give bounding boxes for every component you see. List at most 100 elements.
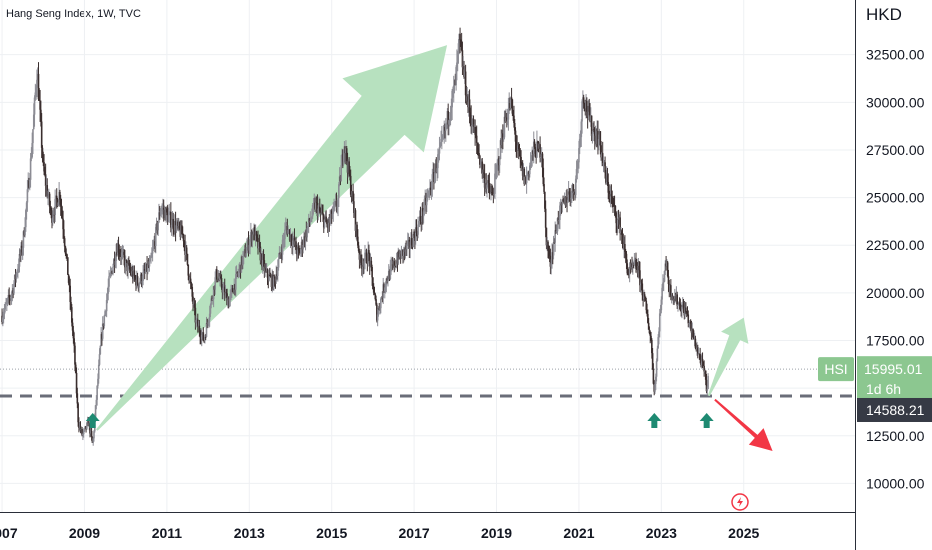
y-tick-label: 32500.00 bbox=[866, 47, 925, 63]
candle-body bbox=[181, 225, 183, 235]
candle-body bbox=[426, 194, 429, 198]
candle-body bbox=[10, 293, 13, 297]
candle-body bbox=[223, 286, 226, 296]
trend-arrow-down bbox=[714, 398, 773, 452]
y-tick-label: 30000.00 bbox=[866, 94, 925, 110]
candle-body bbox=[55, 195, 58, 200]
candle-body bbox=[259, 246, 262, 261]
candle-body bbox=[363, 261, 365, 267]
x-tick-label: 2015 bbox=[316, 525, 347, 541]
candle-body bbox=[549, 255, 552, 267]
candle-body bbox=[139, 281, 141, 284]
candle-body bbox=[611, 196, 614, 203]
candle-body bbox=[364, 252, 366, 262]
candle-body bbox=[502, 137, 505, 140]
candle-body bbox=[460, 45, 463, 51]
candle-body bbox=[580, 121, 583, 138]
candle-body bbox=[578, 148, 580, 163]
candle-body bbox=[306, 228, 308, 238]
candle-body bbox=[643, 294, 646, 297]
candle-body bbox=[246, 247, 248, 254]
candle-body bbox=[414, 227, 417, 241]
candle-body bbox=[254, 231, 257, 241]
up-markers bbox=[85, 412, 749, 511]
candle-body bbox=[510, 97, 513, 100]
candle-body bbox=[342, 154, 345, 162]
candle-body bbox=[408, 239, 411, 249]
candle-body bbox=[29, 158, 32, 180]
candle-body bbox=[526, 174, 529, 176]
candle-body bbox=[81, 429, 83, 436]
candle-body bbox=[152, 244, 155, 249]
candle-body bbox=[406, 244, 408, 250]
candle-body bbox=[59, 192, 61, 200]
candle-body bbox=[76, 393, 79, 404]
candle-body bbox=[532, 141, 535, 154]
candle-body bbox=[615, 212, 617, 224]
candle-body bbox=[30, 157, 33, 159]
candle-body bbox=[59, 199, 62, 206]
candle-body bbox=[692, 328, 694, 338]
candle-body bbox=[513, 115, 515, 124]
candle-body bbox=[488, 183, 491, 190]
candle-body bbox=[74, 345, 76, 365]
last-price-badge bbox=[857, 356, 932, 401]
candle-body bbox=[3, 309, 6, 315]
candle-body bbox=[67, 274, 70, 283]
candle-body bbox=[410, 238, 413, 246]
candle-body bbox=[655, 361, 658, 377]
candle-body bbox=[521, 162, 523, 164]
candle-body bbox=[389, 266, 392, 279]
candle-body bbox=[42, 157, 45, 163]
candle-body bbox=[368, 250, 370, 254]
candle-body bbox=[115, 252, 117, 261]
candle-body bbox=[168, 213, 171, 216]
candle-body bbox=[28, 179, 31, 188]
candle-body bbox=[628, 266, 631, 275]
candle-body bbox=[183, 241, 186, 244]
candle-body bbox=[365, 252, 368, 263]
candle-body bbox=[61, 210, 64, 219]
candle-body bbox=[441, 135, 444, 137]
annotation-arrows bbox=[96, 45, 773, 452]
candle-body bbox=[149, 258, 152, 262]
candle-body bbox=[395, 266, 397, 268]
candle-body bbox=[15, 273, 18, 280]
lightning-icon bbox=[737, 497, 743, 507]
candle-body bbox=[555, 231, 558, 233]
candle-body bbox=[383, 287, 386, 292]
candle-body bbox=[676, 294, 678, 306]
candle-body bbox=[109, 274, 111, 277]
candle-body bbox=[698, 353, 701, 355]
candle-body bbox=[433, 173, 436, 183]
candle-body bbox=[175, 225, 178, 232]
candle-body bbox=[143, 269, 146, 272]
candle-body bbox=[284, 229, 286, 240]
candle-body bbox=[417, 224, 419, 235]
candle-body bbox=[74, 364, 77, 373]
candle-body bbox=[35, 87, 37, 93]
candle-body bbox=[449, 113, 452, 119]
candle-body bbox=[192, 296, 194, 304]
candle-body bbox=[77, 403, 79, 423]
x-tick-label: 2025 bbox=[728, 525, 759, 541]
candle-body bbox=[357, 236, 359, 246]
candle-body bbox=[75, 372, 78, 394]
trend-arrow-up-small bbox=[707, 317, 749, 397]
candle-body bbox=[278, 252, 281, 260]
candle-body bbox=[228, 299, 231, 307]
candle-body bbox=[705, 379, 708, 392]
candle-body bbox=[469, 112, 472, 117]
candle-body bbox=[520, 156, 522, 163]
candle-body bbox=[322, 212, 324, 216]
candle-body bbox=[202, 332, 205, 341]
candle-body bbox=[235, 273, 237, 290]
candle-body bbox=[302, 244, 304, 250]
candle-body bbox=[151, 253, 153, 258]
x-tick-label: 2009 bbox=[69, 525, 100, 541]
candle-body bbox=[269, 274, 271, 277]
candle-body bbox=[312, 204, 315, 206]
candle-body bbox=[182, 234, 185, 242]
candle-body bbox=[699, 354, 701, 359]
